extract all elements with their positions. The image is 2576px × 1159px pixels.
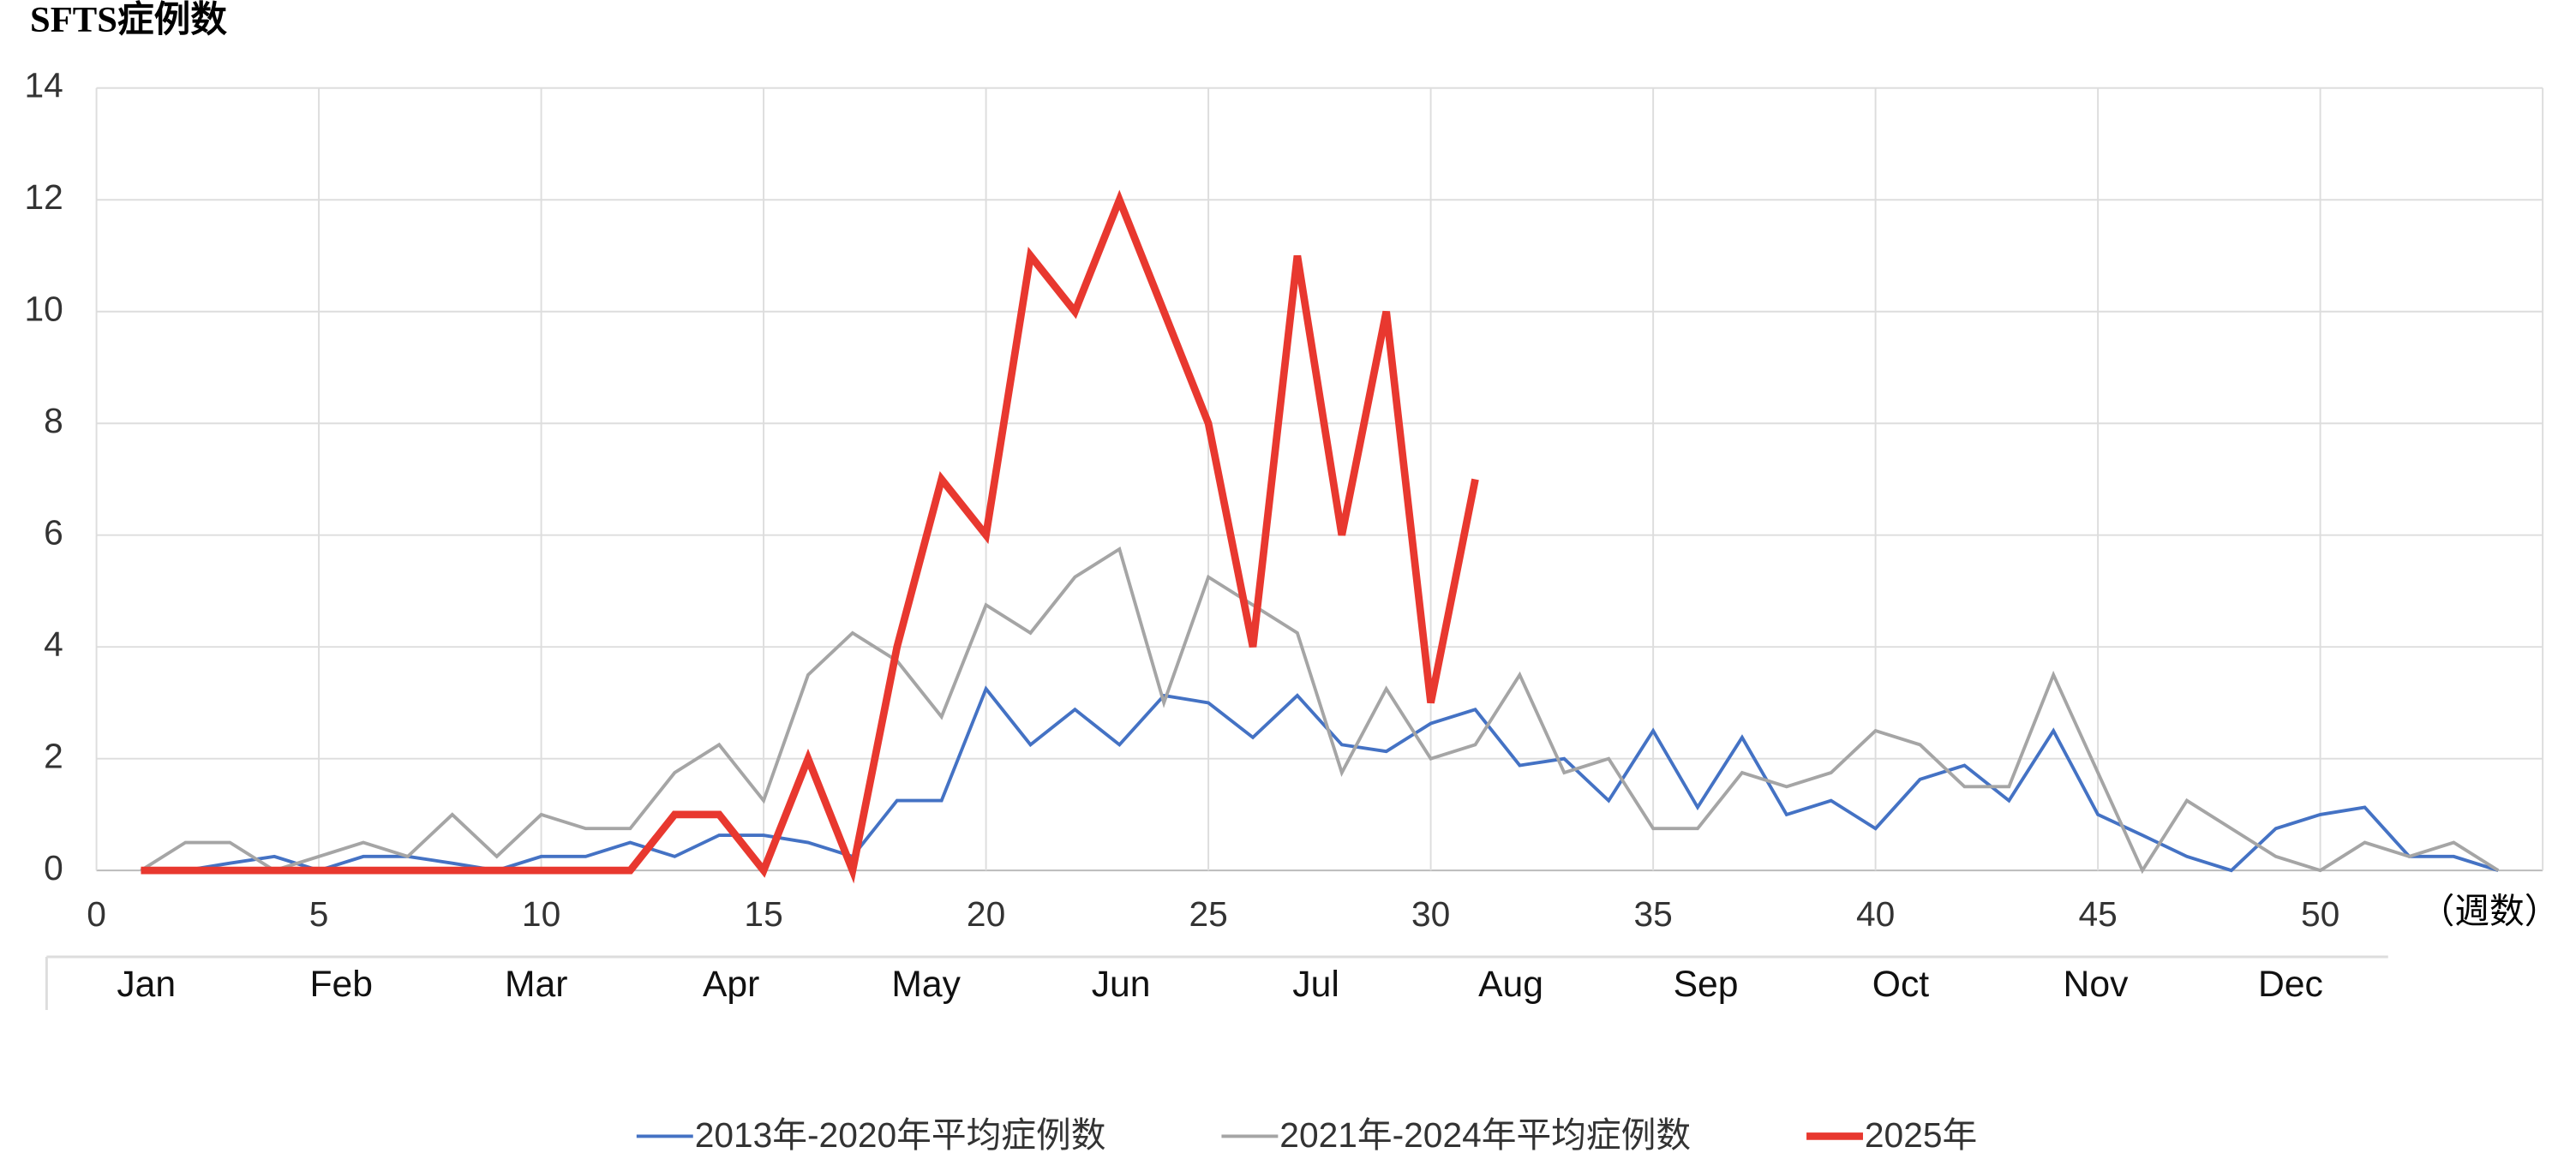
series-line <box>141 189 1479 884</box>
y-tick-label: 4 <box>44 624 63 664</box>
month-label: Apr <box>703 964 759 1005</box>
x-tick-label: 25 <box>1189 894 1227 934</box>
month-label: Oct <box>1872 964 1930 1005</box>
y-tick-label: 6 <box>44 512 63 552</box>
month-label: Jun <box>1092 964 1151 1005</box>
x-tick-label: 5 <box>309 894 329 934</box>
x-tick-label: 40 <box>1856 894 1895 934</box>
x-tick-label: 10 <box>522 894 560 934</box>
y-tick-label: 12 <box>24 177 63 217</box>
y-tick-label: 14 <box>24 66 63 105</box>
y-tick-label: 2 <box>44 736 63 775</box>
month-label: Aug <box>1478 964 1543 1005</box>
legend-label: 2021年-2024年平均症例数 <box>1279 1115 1691 1155</box>
x-tick-label: 50 <box>2301 894 2339 934</box>
y-tick-label: 10 <box>24 289 63 328</box>
month-label: Jan <box>117 964 176 1005</box>
month-label: Sep <box>1674 964 1739 1005</box>
x-tick-label: 0 <box>87 894 106 934</box>
month-label: Mar <box>505 964 567 1005</box>
month-label: Nov <box>2064 964 2130 1005</box>
month-label: Feb <box>309 964 373 1005</box>
y-tick-label: 8 <box>44 401 63 440</box>
x-tick-label: 35 <box>1633 894 1672 934</box>
x-tick-label: 20 <box>967 894 1005 934</box>
month-label: Dec <box>2258 964 2323 1005</box>
legend-label: 2013年-2020年平均症例数 <box>695 1115 1106 1155</box>
month-label: Jul <box>1292 964 1339 1005</box>
x-tick-label: 30 <box>1411 894 1450 934</box>
series-line <box>140 547 2500 875</box>
y-tick-label: 0 <box>44 848 63 887</box>
x-tick-label: 45 <box>2078 894 2117 934</box>
legend-label: 2025年 <box>1865 1115 1977 1155</box>
x-axis-label: （週数） <box>2420 891 2560 930</box>
chart-title: SFTS症例数 <box>30 0 227 40</box>
series-line <box>141 685 2499 873</box>
x-tick-label: 15 <box>744 894 782 934</box>
month-label: May <box>891 964 961 1005</box>
